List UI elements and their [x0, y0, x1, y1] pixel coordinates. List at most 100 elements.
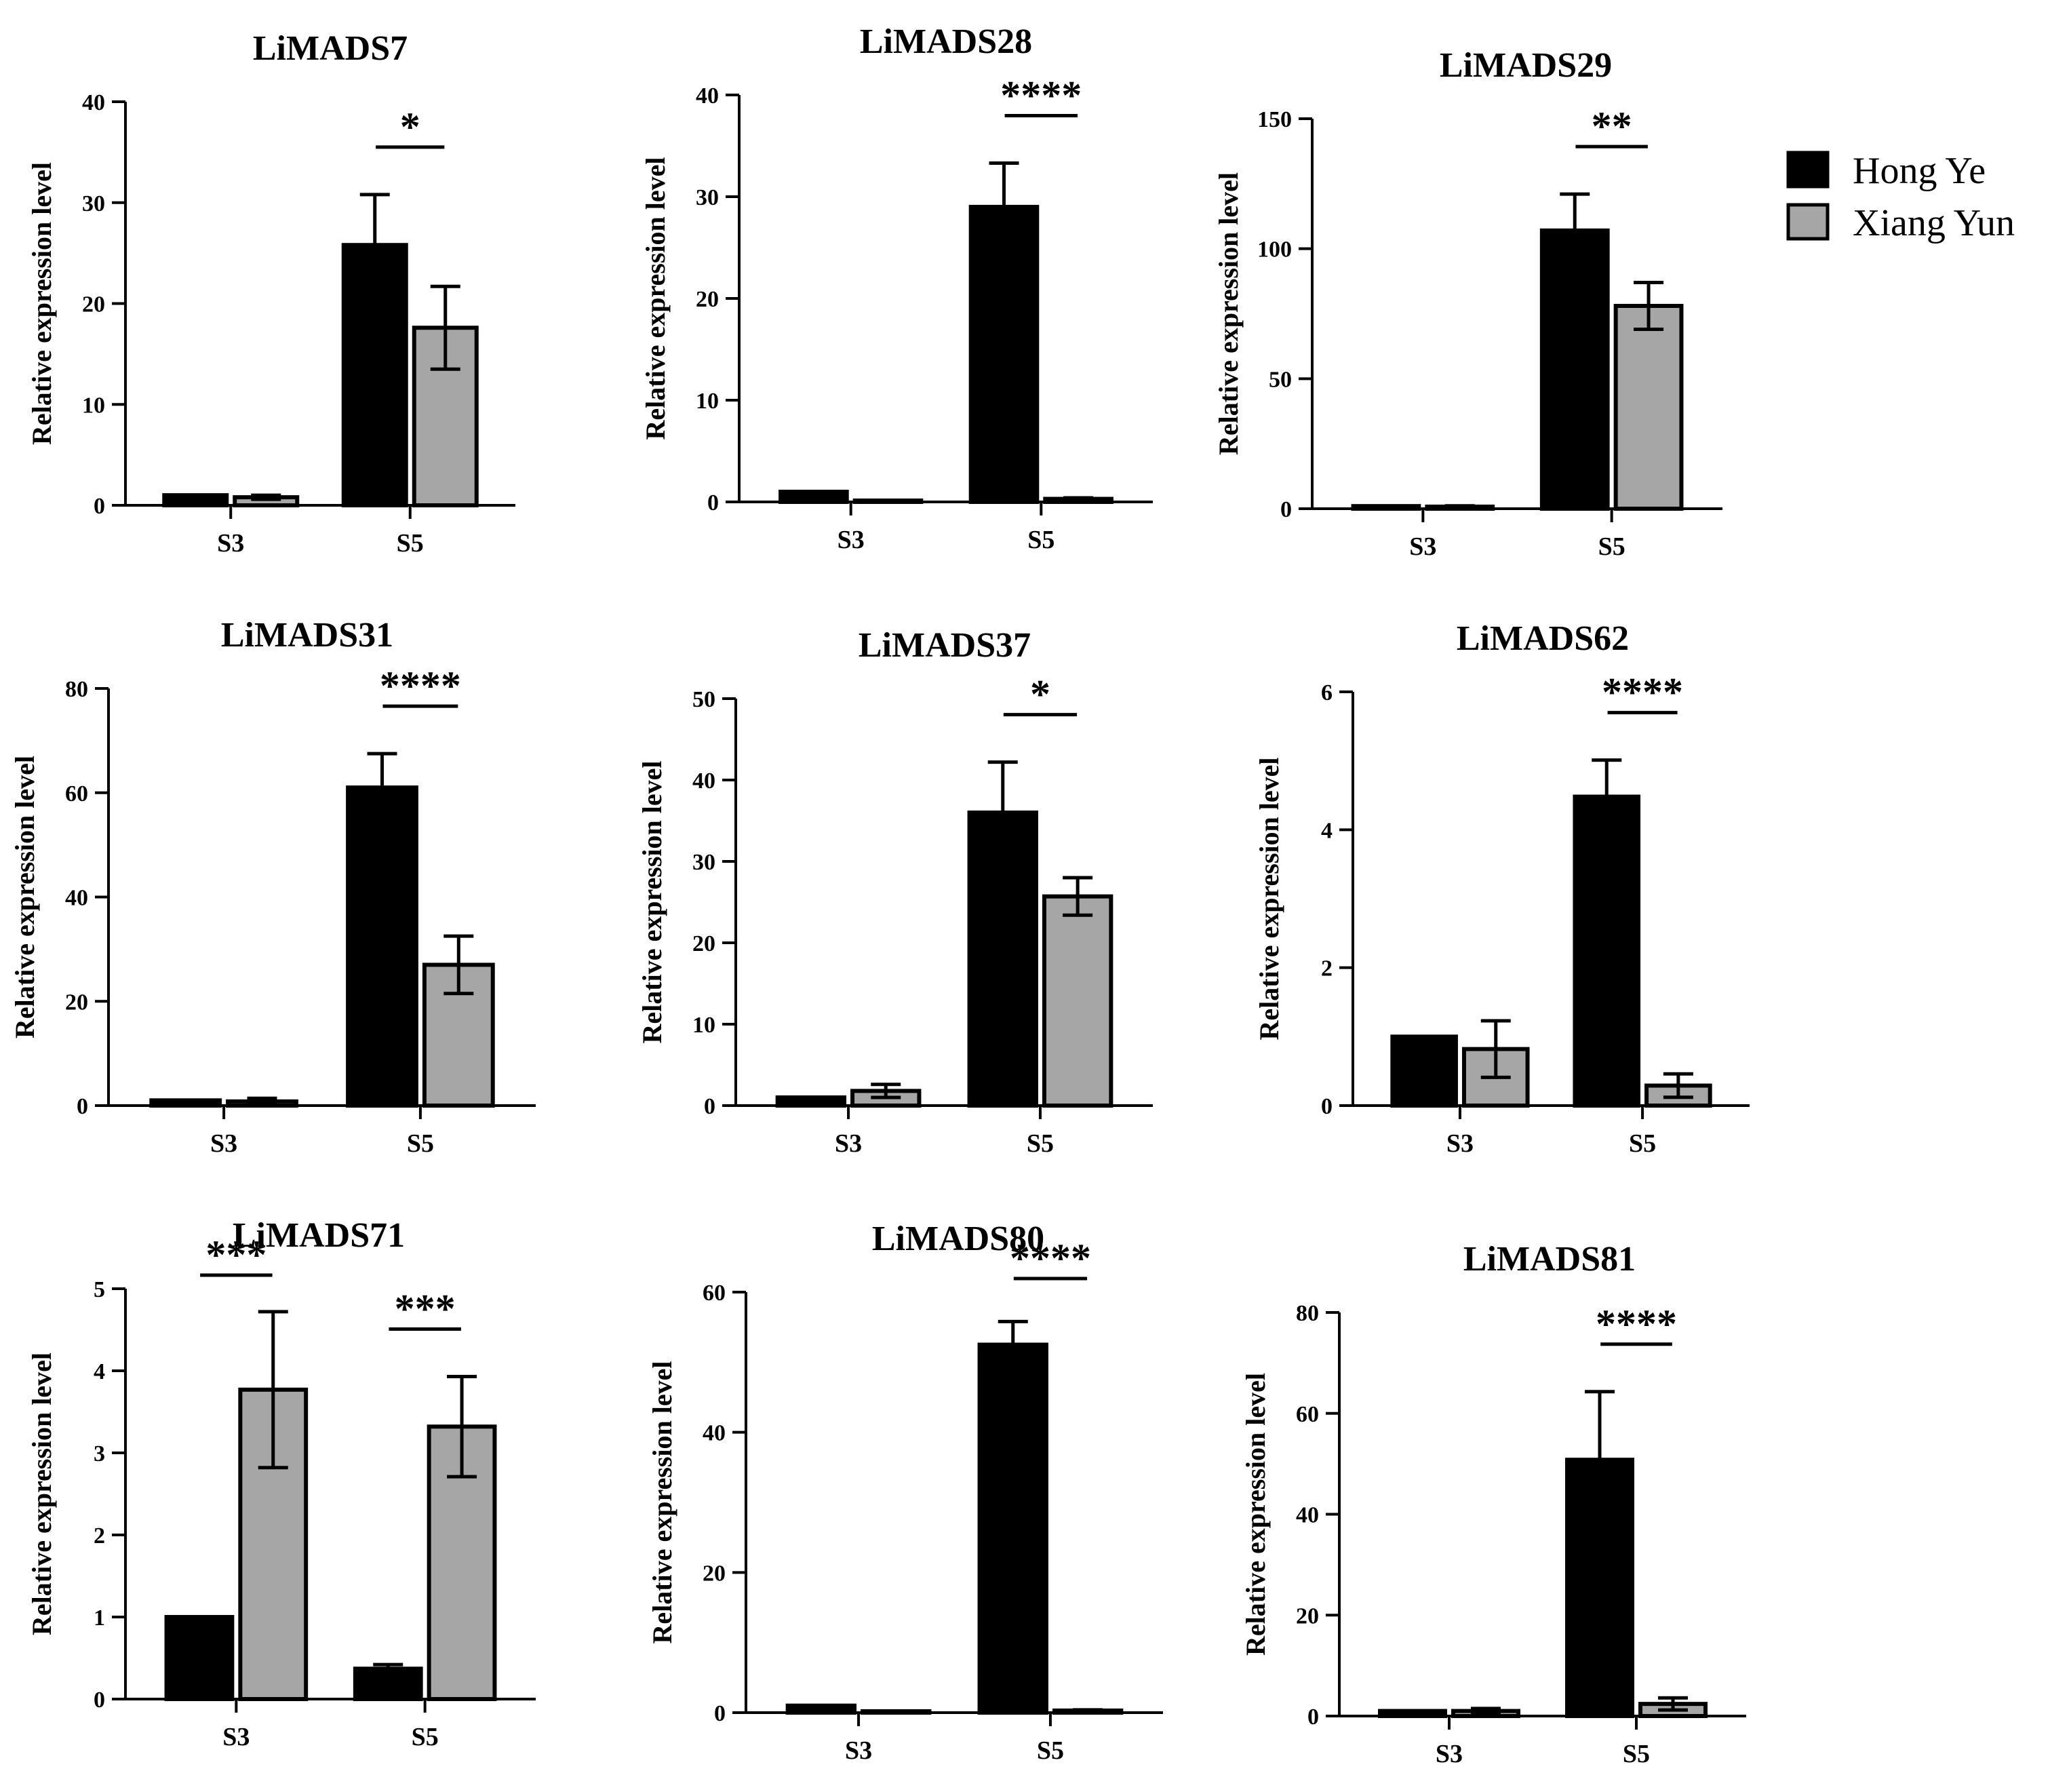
- chart-panel-limads28: LiMADS28 Relative expression level 0 10 20 30…: [640, 22, 1153, 554]
- bar-hong-ye-s3: [1351, 504, 1421, 511]
- y-tick-label: 30: [692, 850, 715, 875]
- y-tick-label: 50: [692, 687, 715, 712]
- bar-hong-ye-s3: [162, 493, 229, 507]
- y-tick-label: 20: [1296, 1603, 1319, 1629]
- bar-hong-ye-s3: [149, 1098, 222, 1108]
- chart-title: LiMADS71: [233, 1216, 405, 1255]
- x-tick-label-s5: S5: [1623, 1740, 1650, 1768]
- x-tick-label-s3: S3: [835, 1129, 862, 1158]
- bar-hong-ye-s3: [1390, 1034, 1458, 1108]
- y-tick-label: 2: [1321, 956, 1333, 981]
- y-tick-label: 0: [714, 1701, 726, 1726]
- chart-title: LiMADS29: [1440, 46, 1612, 85]
- significance-label: ***: [395, 1286, 456, 1331]
- significance-label: ****: [1000, 73, 1082, 118]
- x-tick-label-s5: S5: [1027, 1129, 1054, 1158]
- y-axis-label: Relative expression level: [9, 756, 40, 1038]
- y-axis-label: Relative expression level: [647, 1361, 677, 1644]
- chart-title: LiMADS31: [221, 616, 393, 655]
- significance-label: ****: [380, 663, 461, 708]
- y-axis-label: Relative expression level: [1240, 1373, 1271, 1656]
- chart-title: LiMADS28: [860, 22, 1032, 61]
- bar-xiang-yun-s5: [1042, 894, 1113, 1108]
- y-tick-label: 2: [94, 1523, 105, 1548]
- y-axis-label: Relative expression level: [26, 162, 57, 445]
- x-tick-label-s3: S3: [1409, 532, 1436, 561]
- significance-label: *: [400, 104, 420, 149]
- bar-hong-ye-s3: [785, 1703, 857, 1715]
- y-tick-label: 3: [94, 1441, 105, 1466]
- significance-label: *: [1030, 672, 1050, 717]
- y-tick-label: 0: [77, 1094, 88, 1119]
- legend: Hong Ye Xiang Yun: [1786, 150, 2015, 244]
- bar-hong-ye-s3: [778, 490, 849, 504]
- chart-panel-limads62: LiMADS62 Relative expression level 0 2 4 6 S3 S…: [1254, 619, 1750, 1158]
- x-tick-label-s5: S5: [412, 1723, 439, 1751]
- x-tick-label-s3: S3: [210, 1129, 237, 1158]
- y-tick-label: 60: [65, 781, 88, 806]
- y-tick-label: 20: [65, 990, 88, 1015]
- legend-label-xiang-yun: Xiang Yun: [1853, 202, 2015, 244]
- bar-hong-ye-s3: [775, 1095, 847, 1108]
- y-tick-label: 80: [1296, 1301, 1319, 1326]
- legend-label-hong-ye: Hong Ye: [1853, 150, 1986, 192]
- bar-xiang-yun-s3: [861, 1709, 932, 1715]
- y-tick-label: 40: [82, 90, 105, 115]
- bar-hong-ye-s5: [1573, 794, 1641, 1108]
- legend-swatch-hong-ye: [1786, 151, 1830, 189]
- chart-title: LiMADS37: [859, 626, 1031, 665]
- bar-hong-ye-s5: [968, 205, 1040, 504]
- significance-label: ***: [205, 1232, 267, 1277]
- y-tick-label: 0: [1280, 497, 1292, 522]
- x-tick-label-s3: S3: [222, 1723, 250, 1751]
- x-tick-label-s3: S3: [1446, 1129, 1474, 1158]
- chart-title: LiMADS81: [1463, 1240, 1636, 1279]
- x-tick-label-s5: S5: [397, 529, 424, 558]
- y-tick-label: 20: [703, 1561, 726, 1586]
- x-tick-label-s3: S3: [845, 1736, 872, 1765]
- chart-title: LiMADS80: [872, 1220, 1044, 1258]
- x-tick-label-s3: S3: [1436, 1740, 1463, 1768]
- y-tick-label: 10: [696, 389, 719, 414]
- x-tick-label-s3: S3: [217, 529, 244, 558]
- y-tick-label: 40: [692, 768, 715, 794]
- x-tick-label-s5: S5: [407, 1129, 434, 1158]
- y-tick-label: 20: [82, 292, 105, 317]
- significance-label: **: [1592, 104, 1632, 149]
- y-tick-label: 6: [1321, 680, 1333, 705]
- bar-hong-ye-s3: [1378, 1709, 1447, 1718]
- x-tick-label-s5: S5: [1598, 532, 1625, 561]
- y-tick-label: 40: [703, 1421, 726, 1446]
- y-tick-label: 4: [94, 1359, 105, 1384]
- y-tick-label: 60: [1296, 1402, 1319, 1427]
- x-tick-label-s5: S5: [1027, 526, 1054, 554]
- chart-title: LiMADS7: [253, 29, 408, 68]
- y-tick-label: 0: [1307, 1705, 1319, 1730]
- bar-hong-ye-s5: [1539, 228, 1610, 511]
- chart-panel-limads71: LiMADS71 Relative expression level 0 1 2 3 4 5 S…: [26, 1216, 536, 1751]
- y-axis-label: Relative expression level: [640, 157, 671, 440]
- y-tick-label: 10: [82, 393, 105, 418]
- bar-xiang-yun-s3: [852, 499, 924, 504]
- y-tick-label: 0: [1321, 1094, 1333, 1119]
- y-tick-label: 10: [692, 1013, 715, 1038]
- chart-panel-limads7: LiMADS7 Relative expression level 0 10 20 30 4…: [26, 29, 515, 558]
- bar-hong-ye-s5: [346, 785, 418, 1108]
- significance-label: ****: [1010, 1236, 1091, 1281]
- y-axis-label: Relative expression level: [637, 761, 667, 1044]
- y-tick-label: 1: [94, 1605, 105, 1631]
- y-tick-label: 30: [82, 191, 105, 216]
- significance-label: ****: [1596, 1302, 1677, 1346]
- y-tick-label: 20: [696, 287, 719, 312]
- bar-hong-ye-s3: [164, 1615, 235, 1701]
- y-tick-label: 50: [1269, 367, 1292, 392]
- y-tick-label: 40: [1296, 1503, 1319, 1528]
- x-tick-label-s5: S5: [1037, 1736, 1064, 1765]
- y-tick-label: 4: [1321, 818, 1333, 843]
- y-axis-label: Relative expression level: [1254, 758, 1284, 1040]
- chart-panel-limads31: LiMADS31 Relative expression level 0 20 40 60…: [9, 616, 536, 1158]
- y-axis-label: Relative expression level: [26, 1352, 57, 1635]
